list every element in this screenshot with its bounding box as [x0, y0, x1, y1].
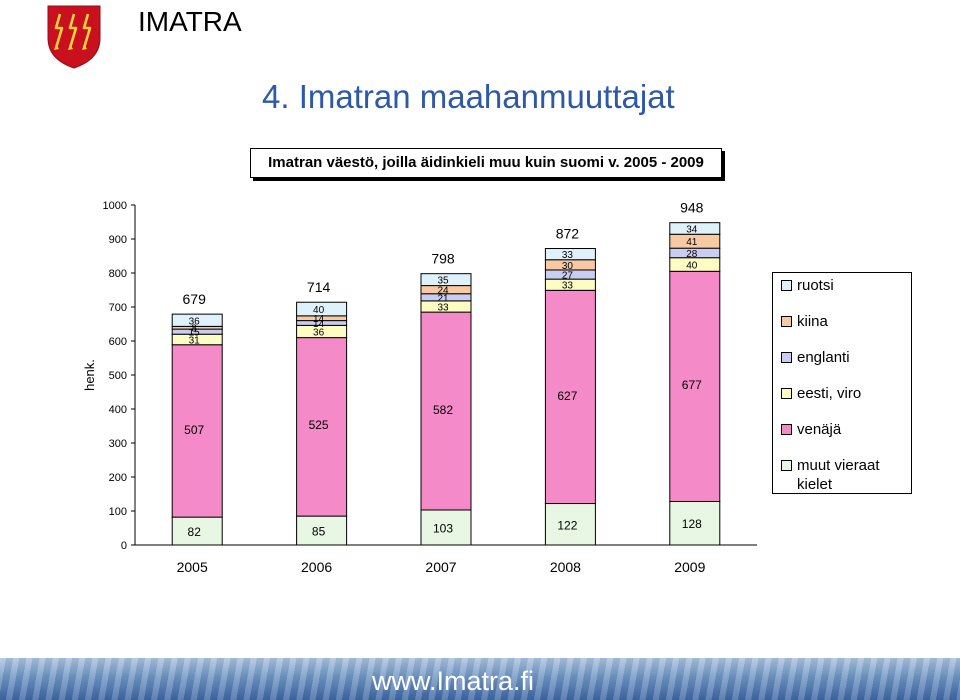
data-label: 627 [557, 389, 577, 403]
data-label: 31 [189, 335, 201, 346]
data-label: 36 [189, 316, 201, 327]
bar-segment [171, 516, 223, 546]
legend-label: muut vieraat kielet [797, 457, 880, 493]
y-tick-label: 0 [121, 540, 127, 552]
data-label: 27 [562, 271, 574, 282]
total-label: 679 [183, 291, 207, 307]
data-label: 122 [557, 518, 577, 532]
data-label: 33 [562, 281, 574, 292]
data-label: 41 [686, 237, 698, 248]
data-label: 85 [312, 525, 326, 539]
data-label: 33 [562, 250, 574, 261]
bar-segment [296, 301, 348, 317]
data-label: 507 [184, 423, 204, 437]
total-label: 872 [556, 226, 580, 242]
y-tick-label: 300 [109, 438, 127, 450]
data-label: 40 [313, 305, 325, 316]
data-label: 582 [433, 403, 453, 417]
data-label: 14 [313, 314, 325, 325]
legend-label: ruotsi [797, 277, 834, 294]
x-tick-label: 2007 [425, 559, 456, 575]
data-label: 28 [686, 249, 698, 260]
x-tick-label: 2008 [550, 559, 581, 575]
y-tick-label: 100 [109, 506, 127, 518]
data-label: 525 [309, 418, 329, 432]
data-label: 35 [437, 276, 449, 287]
footer-banner: www.Imatra.fi [0, 658, 960, 700]
bar-segment [420, 509, 472, 546]
bar-segment [420, 273, 472, 287]
data-label: 8 [191, 324, 197, 335]
legend-swatch [781, 352, 792, 363]
imatra-coat-of-arms-icon [47, 5, 101, 69]
legend-swatch [781, 388, 792, 399]
total-label: 798 [431, 251, 455, 267]
data-label: 34 [686, 224, 698, 235]
bar-segment [544, 248, 596, 261]
bar-segment [296, 337, 348, 517]
data-label: 40 [686, 261, 698, 272]
data-label: 33 [437, 302, 449, 313]
legend-label: venäjä [797, 421, 842, 438]
x-tick-label: 2009 [674, 559, 705, 575]
y-tick-label: 700 [109, 302, 127, 314]
data-label: 24 [437, 286, 449, 297]
y-tick-label: 1000 [103, 200, 127, 212]
bar-segment [420, 311, 472, 511]
footer-url[interactable]: www.Imatra.fi [372, 666, 535, 696]
bar-segment [669, 500, 721, 546]
total-label: 714 [307, 279, 331, 295]
legend-swatch [781, 280, 792, 291]
data-label: 36 [313, 327, 325, 338]
chart-legend: ruotsi kiina englanti eesti, viro venäjä muut… [772, 272, 912, 494]
y-tick-label: 800 [109, 268, 127, 280]
y-tick-label: 500 [109, 370, 127, 382]
legend-label: englanti [797, 349, 850, 366]
bar-segment [171, 344, 223, 518]
legend-label: eesti, viro [797, 385, 862, 402]
y-tick-label: 400 [109, 404, 127, 416]
data-label: 103 [433, 521, 453, 535]
y-tick-label: 600 [109, 336, 127, 348]
y-tick-label: 900 [109, 234, 127, 246]
chart-title: Imatran väestö, joilla äidinkieli muu ku… [250, 148, 722, 178]
data-label: 14 [313, 319, 325, 330]
bar-segment [171, 313, 223, 327]
data-label: 21 [437, 293, 449, 304]
brand-name: IMATRA [138, 6, 242, 37]
data-label: 82 [188, 525, 202, 539]
data-label: 15 [189, 328, 201, 339]
legend-swatch [781, 424, 792, 435]
bar-segment [544, 289, 596, 505]
x-tick-label: 2005 [177, 559, 208, 575]
legend-swatch [781, 316, 792, 327]
legend-swatch [781, 460, 792, 471]
data-label: 30 [562, 261, 574, 272]
legend-label: kiina [797, 313, 828, 330]
bar-segment [669, 222, 721, 235]
y-tick-label: 200 [109, 472, 127, 484]
y-axis-label: henk. [82, 359, 97, 391]
total-label: 948 [680, 200, 704, 216]
data-label: 128 [682, 517, 702, 531]
x-tick-label: 2006 [301, 559, 332, 575]
data-label: 677 [682, 378, 702, 392]
stacked-bar-chart: 0 100 200 300 400 500 600 700 800 900 1000 henk. 82 5… [82, 200, 757, 575]
page-title: 4. Imatran maahanmuuttajat [262, 78, 675, 115]
bar-segment [669, 270, 721, 502]
